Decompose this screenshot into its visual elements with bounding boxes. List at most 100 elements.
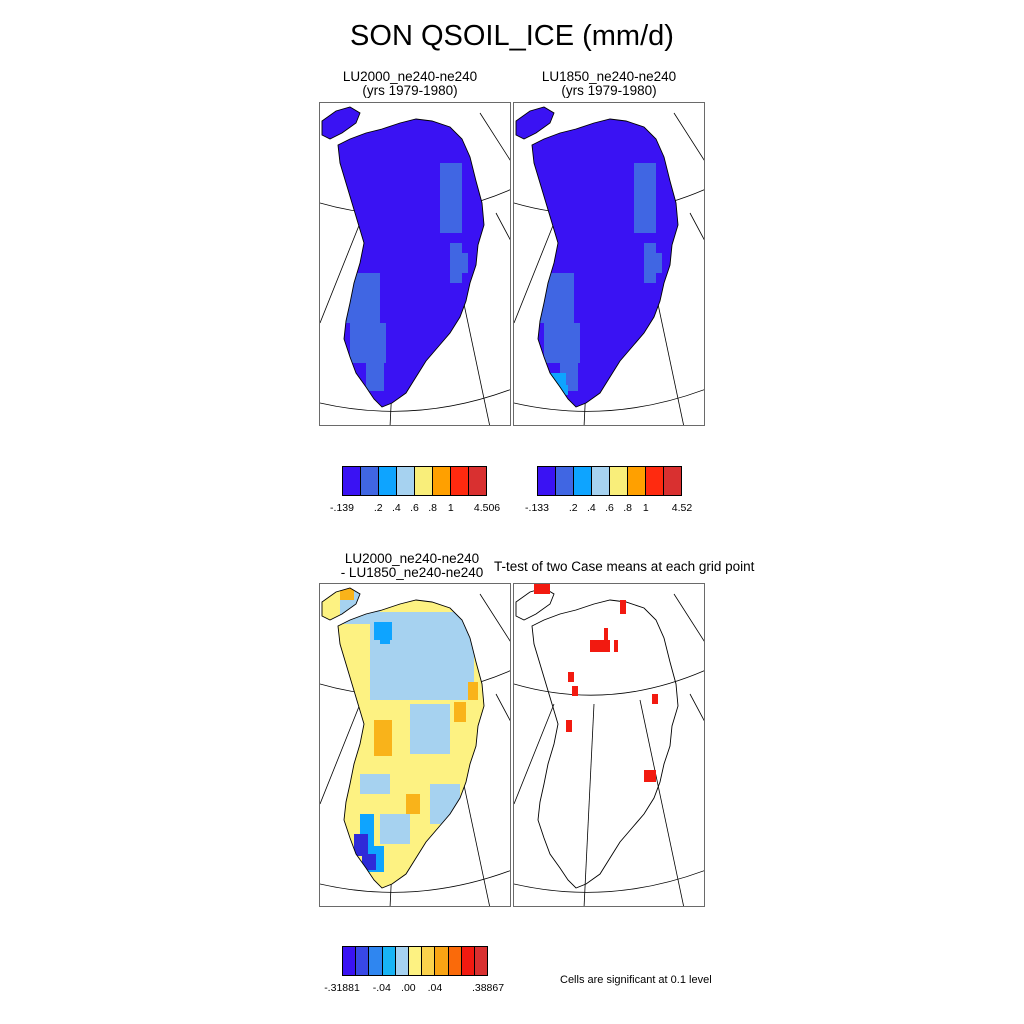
panel1-title-line2: (yrs 1979-1980) <box>362 83 458 98</box>
panel3-title-line1: LU2000_ne240-ne240 <box>344 551 480 566</box>
cb3-label-0: -.31881 <box>324 982 360 994</box>
panel4-significant-cell-1 <box>620 600 626 614</box>
panel2-mid-cell-5 <box>652 253 662 273</box>
panel2-meridian-3 <box>514 222 555 324</box>
panel3-cyan-cell-1 <box>380 634 390 644</box>
panel3-light-cell-3 <box>430 784 460 824</box>
cb1-label-2: .4 <box>391 502 401 514</box>
significance-footnote: Cells are significant at 0.1 level <box>560 974 712 986</box>
panel3-map <box>319 583 511 907</box>
cb3-swatch-0 <box>343 947 357 975</box>
panel3-meridian-5 <box>495 693 510 722</box>
panel1-title: LU2000_ne240-ne240 (yrs 1979-1980) <box>320 70 500 98</box>
panel4-greenland-coastline <box>531 599 679 889</box>
cb2-label-5: 1 <box>642 502 649 514</box>
panel2-meridian-5 <box>689 212 704 241</box>
cb1-swatch-5 <box>433 467 451 495</box>
panel2-greenland-coastline <box>531 118 679 408</box>
cb2-swatch-5 <box>628 467 646 495</box>
cb2-swatch-4 <box>610 467 628 495</box>
panel4-significant-cell-5 <box>568 672 574 682</box>
panel2-mid-cell-3 <box>544 323 580 363</box>
cb1-label-0: -.139 <box>330 502 354 514</box>
panel2-title-line2: (yrs 1979-1980) <box>561 83 657 98</box>
cb3-swatch-10 <box>474 947 488 975</box>
panel1-map-svg <box>320 106 510 425</box>
cb1-label-4: .8 <box>428 502 438 514</box>
cb2-swatch-0 <box>538 467 556 495</box>
cb1-swatch-7 <box>469 467 486 495</box>
panel3-light-cell-5 <box>380 814 410 844</box>
panel1-map <box>319 102 511 426</box>
panel2-title-line1: LU1850_ne240-ne240 <box>541 69 677 84</box>
cb1-label-5: 1 <box>447 502 454 514</box>
cb1-label-3: .6 <box>410 502 419 514</box>
panel3-dark-cell-0 <box>354 834 368 856</box>
cb1-swatch-1 <box>361 467 379 495</box>
cb2-label-4: .8 <box>623 502 633 514</box>
panel4-meridian-1 <box>583 703 595 906</box>
cb3-label-2: .00 <box>401 982 416 994</box>
panel2-title: LU1850_ne240-ne240 (yrs 1979-1980) <box>514 70 704 98</box>
cb2-swatch-7 <box>664 467 681 495</box>
cb2-swatch-2 <box>574 467 592 495</box>
panel4-meridian-4 <box>673 593 704 642</box>
cb3-label-4: .38867 <box>471 982 505 994</box>
panel3-greenland-coastline <box>337 599 485 889</box>
cb3-swatch-1 <box>356 947 370 975</box>
panel1-meridian-4 <box>479 112 510 161</box>
panel2-mid-cell-2 <box>538 273 574 323</box>
cb1-swatch-3 <box>397 467 415 495</box>
panel1-latitude-line-lower <box>320 389 510 412</box>
panel1-title-line1: LU2000_ne240-ne240 <box>342 69 478 84</box>
cb2-label-1: .2 <box>568 502 578 514</box>
panel3-light-cell-4 <box>360 774 390 794</box>
cb3-swatch-5 <box>408 947 423 975</box>
panel1-greenland-coastline <box>337 118 485 408</box>
cb1-label-6: 4.506 <box>473 502 501 514</box>
panel1-mid-cell-3 <box>350 323 386 363</box>
panel4-map-svg <box>514 584 704 906</box>
cb2-swatch-6 <box>646 467 664 495</box>
cb3-swatch-9 <box>461 947 475 975</box>
panel3-meridian-4 <box>479 593 510 642</box>
panel3-gold-cell-2 <box>406 794 420 814</box>
cb3-swatch-3 <box>382 947 396 975</box>
panel1-ellesmere-coastline <box>321 106 361 140</box>
panel2-meridian-4 <box>673 112 704 161</box>
cb2-label-2: .4 <box>586 502 596 514</box>
panel4-significant-cell-4 <box>614 640 618 652</box>
panel4-meridian-3 <box>514 703 555 805</box>
panel3-title: LU2000_ne240-ne240 - LU1850_ne240-ne240 <box>320 552 504 580</box>
cb1-swatch-2 <box>379 467 397 495</box>
panel3-gold-cell-0 <box>374 720 392 756</box>
cb3-swatch-7 <box>435 947 449 975</box>
panel4-significant-cell-2 <box>590 640 610 652</box>
panel4-significant-cell-8 <box>652 694 658 704</box>
cb3-swatch-2 <box>369 947 383 975</box>
panel2-ellesmere-coastline <box>515 106 555 140</box>
panel3-map-svg <box>320 587 510 906</box>
cb2-swatch-1 <box>556 467 574 495</box>
panel2-mid-cell-0 <box>634 163 656 233</box>
panel4-meridian-5 <box>689 693 704 722</box>
panel4-significant-cell-3 <box>604 628 608 640</box>
colorbar-panel2 <box>537 466 682 496</box>
cb2-label-6: 4.52 <box>671 502 693 514</box>
panel3-gold-cell-4 <box>468 682 478 700</box>
panel3-latitude-line-lower <box>320 870 510 893</box>
cb3-swatch-6 <box>422 947 436 975</box>
panel3-title-line2: - LU1850_ne240-ne240 <box>340 565 484 580</box>
panel2-map-svg <box>514 106 704 425</box>
panel1-mid-cell-0 <box>440 163 462 233</box>
panel4-significant-cell-6 <box>572 686 578 696</box>
panel4-latitude-line-upper <box>514 670 704 696</box>
panel3-gold-cell-3 <box>340 588 354 600</box>
panel3-dark-cell-1 <box>362 854 376 870</box>
panel1-meridian-5 <box>495 212 510 241</box>
panel2-map <box>513 102 705 426</box>
colorbar-difference <box>342 946 488 976</box>
cb3-swatch-4 <box>395 947 409 975</box>
cb2-label-3: .6 <box>605 502 614 514</box>
cb1-label-1: .2 <box>373 502 383 514</box>
